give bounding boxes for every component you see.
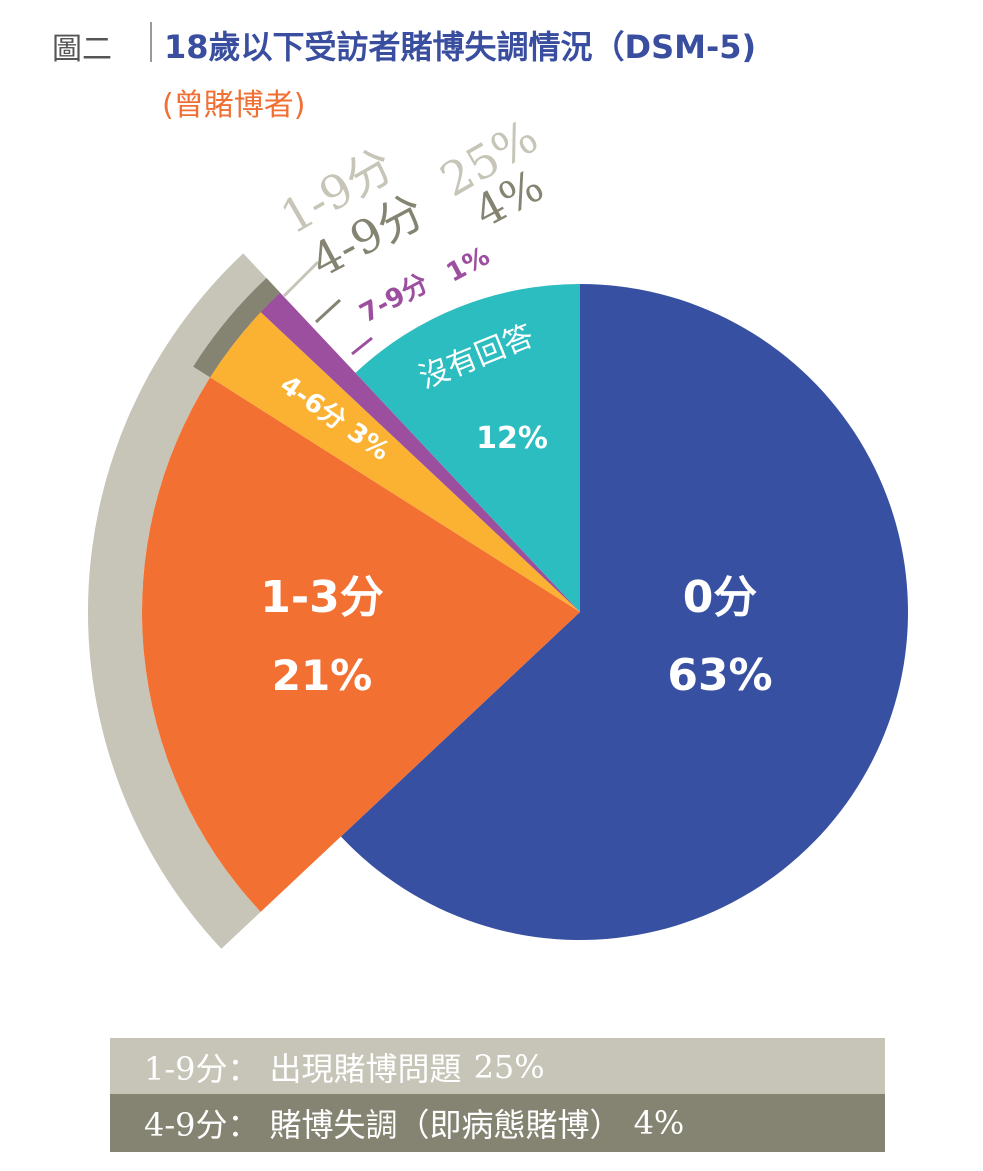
leader-lines bbox=[282, 260, 373, 356]
legend-pct: 4% bbox=[633, 1104, 685, 1142]
chart-subtitle: (曾賭博者) bbox=[162, 88, 306, 123]
value-one-three: 21% bbox=[272, 651, 373, 700]
slice-2 bbox=[210, 312, 580, 612]
value-zero: 63% bbox=[667, 650, 772, 701]
group-rings bbox=[87, 253, 281, 949]
chart-title: 18歲以下受訪者賭博失調情況（DSM-5) bbox=[164, 28, 757, 66]
legend-range: 1-9分： bbox=[144, 1050, 260, 1088]
value-no-answer: 12% bbox=[476, 421, 548, 456]
leader-seven-nine bbox=[351, 336, 373, 356]
slice-4 bbox=[355, 284, 580, 612]
slice-1 bbox=[141, 377, 580, 912]
legend-range: 4-9分： bbox=[144, 1106, 260, 1144]
label-seven-nine: 7-9分 bbox=[355, 269, 434, 330]
leader-four-nine bbox=[314, 298, 342, 324]
label-one-three: 1-3分 bbox=[260, 572, 384, 623]
legend-desc: 出現賭博問題 bbox=[269, 1050, 462, 1088]
legend-desc: 賭博失調（即病態賭博） bbox=[269, 1106, 622, 1144]
slice-0 bbox=[340, 284, 909, 940]
legend-row-1-9: 1-9分： 出現賭博問題 25% bbox=[110, 1038, 885, 1096]
pie-slices bbox=[141, 284, 909, 940]
leader-one-nine bbox=[282, 260, 320, 298]
slice-3 bbox=[260, 292, 580, 612]
ring-4-9 bbox=[193, 278, 281, 378]
title-separator bbox=[150, 22, 152, 62]
legend-pct: 25% bbox=[473, 1048, 545, 1086]
label-zero: 0分 bbox=[683, 572, 758, 623]
figure-label: 圖二 bbox=[52, 32, 112, 67]
ring-1-9 bbox=[87, 253, 281, 949]
value-seven-nine: 1% bbox=[442, 241, 495, 288]
legend-row-4-9: 4-9分： 賭博失調（即病態賭博） 4% bbox=[110, 1094, 885, 1152]
